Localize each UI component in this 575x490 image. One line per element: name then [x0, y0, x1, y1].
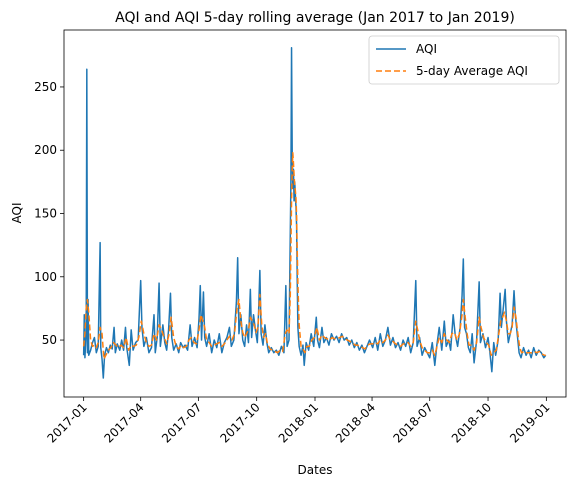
y-axis-label: AQI: [10, 203, 24, 224]
y-tick-label-0: 50: [42, 333, 57, 347]
y-tick-label-4: 250: [34, 80, 57, 94]
series-line-1: [82, 152, 546, 360]
legend-box: [368, 35, 560, 85]
chart-title: AQI and AQI 5-day rolling average (Jan 2…: [115, 10, 515, 26]
y-tick-label-2: 150: [34, 207, 57, 221]
x-axis-label: Dates: [298, 463, 333, 477]
y-axis: 50 100 150 200 250: [34, 80, 64, 347]
legend-label-aqi: AQI: [416, 42, 437, 56]
y-tick-label-3: 200: [34, 143, 57, 157]
legend-label-rolling-average: 5-day Average AQI: [416, 64, 528, 78]
legend: AQI 5-day Average AQI: [368, 35, 560, 85]
series-layer: [82, 46, 547, 379]
y-tick-label-1: 100: [34, 270, 57, 284]
